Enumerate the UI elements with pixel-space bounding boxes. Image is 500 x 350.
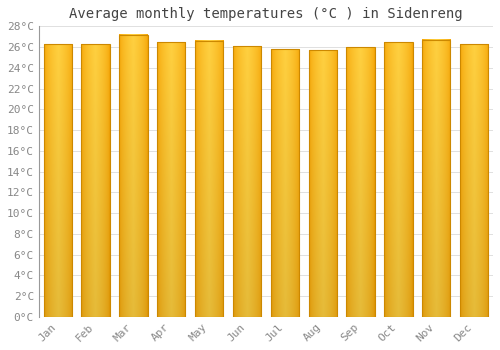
Bar: [157, 42, 186, 317]
Bar: [270, 49, 299, 317]
Bar: [82, 44, 110, 317]
Bar: [346, 47, 375, 317]
Bar: [119, 35, 148, 317]
Bar: [308, 50, 337, 317]
Bar: [195, 41, 224, 317]
Bar: [460, 44, 488, 317]
Title: Average monthly temperatures (°C ) in Sidenreng: Average monthly temperatures (°C ) in Si…: [69, 7, 462, 21]
Bar: [44, 44, 72, 317]
Bar: [384, 42, 412, 317]
Bar: [233, 46, 261, 317]
Bar: [422, 40, 450, 317]
